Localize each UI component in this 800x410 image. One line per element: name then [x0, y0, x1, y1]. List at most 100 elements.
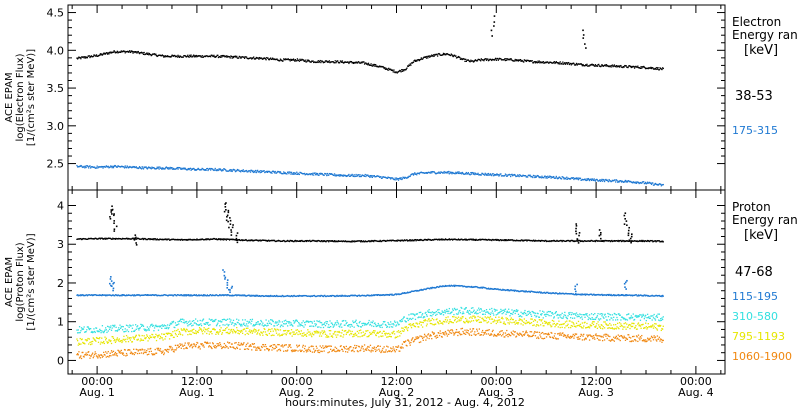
data-point [236, 294, 239, 296]
data-point [596, 65, 599, 67]
data-point [385, 67, 387, 70]
spike-point [227, 211, 230, 214]
data-point [82, 237, 85, 240]
data-point [106, 166, 109, 168]
data-point [469, 313, 471, 315]
data-point [546, 311, 548, 313]
data-point [319, 172, 321, 175]
data-point [377, 293, 379, 296]
data-point [141, 324, 143, 326]
data-point [408, 64, 410, 66]
spike-point [225, 202, 227, 204]
data-point [310, 295, 312, 297]
data-point [508, 238, 510, 241]
data-point [331, 323, 334, 326]
data-point [308, 240, 310, 242]
spike-point [624, 212, 627, 214]
data-point [593, 293, 595, 296]
data-point [610, 66, 612, 68]
data-point [366, 63, 368, 65]
spike-point [575, 227, 577, 230]
y-tick-label: 4 [57, 199, 64, 212]
data-point [403, 316, 406, 318]
data-point [433, 311, 435, 314]
data-point [512, 174, 514, 176]
data-point [162, 339, 164, 341]
data-point [238, 238, 241, 241]
data-point [399, 177, 401, 179]
data-point [562, 177, 565, 179]
data-point [364, 173, 366, 176]
data-point [483, 174, 486, 176]
data-point [225, 239, 227, 241]
data-point [236, 170, 238, 172]
data-point [571, 312, 573, 314]
data-point [457, 172, 460, 175]
data-point [168, 167, 171, 169]
data-point [333, 240, 336, 242]
data-point [363, 241, 365, 243]
spike-point [113, 214, 115, 217]
data-point [123, 167, 126, 169]
data-point [423, 56, 426, 58]
data-point [346, 61, 348, 63]
data-point [202, 56, 205, 58]
data-point [586, 293, 588, 295]
spike-point [598, 234, 601, 237]
data-point [543, 177, 545, 179]
data-point [156, 295, 158, 297]
data-point [643, 314, 645, 317]
data-point [483, 173, 485, 176]
data-point [549, 61, 552, 63]
data-point [88, 294, 91, 296]
data-point [437, 172, 439, 174]
data-point [191, 295, 194, 297]
data-point [454, 172, 456, 175]
data-point [395, 293, 397, 295]
data-point [244, 319, 246, 321]
data-point [393, 178, 395, 181]
data-point [236, 57, 239, 59]
data-point [248, 320, 250, 323]
data-point [122, 338, 124, 341]
data-point [597, 64, 599, 66]
data-point [158, 294, 160, 297]
data-point [377, 322, 379, 325]
data-point [313, 325, 315, 328]
data-point [172, 238, 175, 240]
data-point [317, 60, 319, 62]
data-point [490, 239, 492, 241]
data-point [324, 172, 326, 175]
data-point [442, 172, 445, 174]
data-point [181, 168, 184, 170]
data-point [504, 59, 507, 62]
data-point [485, 59, 488, 61]
data-point [508, 58, 511, 60]
data-point [373, 175, 376, 177]
data-point [493, 173, 496, 176]
data-point [616, 240, 619, 242]
data-point [103, 342, 106, 345]
data-point [523, 240, 525, 242]
spike-point [229, 217, 231, 219]
data-point [586, 63, 588, 65]
data-point [90, 294, 92, 296]
data-point [328, 326, 331, 329]
data-point [293, 173, 295, 175]
data-point [661, 295, 663, 298]
data-point [615, 240, 617, 242]
data-point [594, 240, 597, 243]
data-point [76, 338, 78, 340]
data-point [109, 237, 111, 239]
data-point [113, 295, 115, 297]
data-point [118, 51, 120, 53]
data-point [130, 337, 132, 339]
data-point [476, 309, 479, 311]
data-point [126, 51, 128, 53]
data-point [140, 338, 142, 340]
data-point [305, 320, 308, 322]
data-point [153, 327, 156, 329]
data-point [298, 323, 301, 325]
data-point [398, 293, 400, 296]
